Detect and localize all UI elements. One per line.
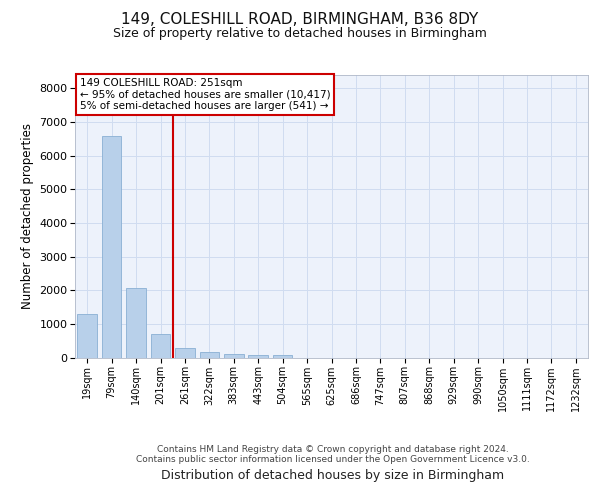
- Text: 149, COLESHILL ROAD, BIRMINGHAM, B36 8DY: 149, COLESHILL ROAD, BIRMINGHAM, B36 8DY: [121, 12, 479, 28]
- Text: Size of property relative to detached houses in Birmingham: Size of property relative to detached ho…: [113, 28, 487, 40]
- Bar: [200, 352, 219, 358]
- Bar: [224, 354, 244, 358]
- Bar: [273, 356, 292, 358]
- Text: Distribution of detached houses by size in Birmingham: Distribution of detached houses by size …: [161, 470, 505, 482]
- Text: Contains public sector information licensed under the Open Government Licence v3: Contains public sector information licen…: [136, 455, 530, 464]
- Text: Contains HM Land Registry data © Crown copyright and database right 2024.: Contains HM Land Registry data © Crown c…: [157, 445, 509, 454]
- Bar: [102, 136, 121, 358]
- Bar: [151, 334, 170, 357]
- Bar: [127, 288, 146, 358]
- Text: 149 COLESHILL ROAD: 251sqm
← 95% of detached houses are smaller (10,417)
5% of s: 149 COLESHILL ROAD: 251sqm ← 95% of deta…: [80, 78, 331, 111]
- Bar: [77, 314, 97, 358]
- Y-axis label: Number of detached properties: Number of detached properties: [20, 123, 34, 309]
- Bar: [175, 348, 194, 358]
- Bar: [248, 356, 268, 358]
